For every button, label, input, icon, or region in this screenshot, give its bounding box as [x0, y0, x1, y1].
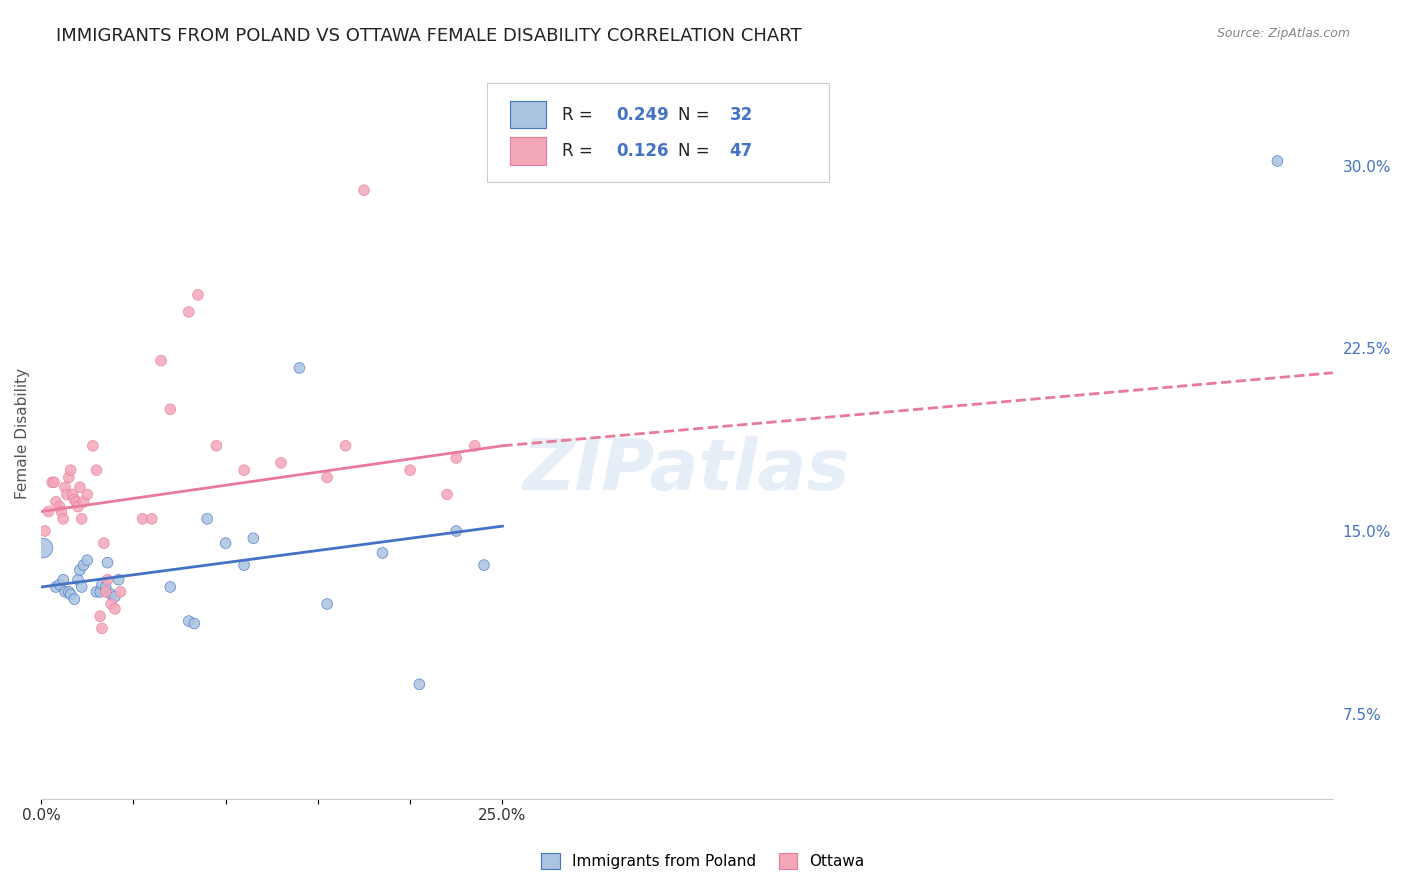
Point: [270, 456, 292, 470]
FancyBboxPatch shape: [510, 137, 546, 165]
FancyBboxPatch shape: [510, 101, 546, 128]
Point: [53, 480, 76, 494]
Text: ZIPatlas: ZIPatlas: [523, 435, 851, 505]
Point: [89, 585, 111, 599]
Point: [72, 558, 94, 572]
Point: [58, 470, 80, 484]
Point: [52, 573, 75, 587]
Point: [65, 495, 87, 509]
Point: [446, 450, 468, 465]
Point: [177, 614, 200, 628]
Point: [63, 592, 86, 607]
Point: [42, 475, 65, 490]
Point: [446, 524, 468, 538]
FancyBboxPatch shape: [486, 83, 830, 182]
Point: [353, 183, 375, 197]
Point: [82, 439, 104, 453]
Point: [195, 512, 218, 526]
Point: [91, 577, 114, 591]
Legend: Immigrants from Poland, Ottawa: Immigrants from Poland, Ottawa: [536, 847, 870, 875]
Point: [63, 492, 86, 507]
Point: [45, 495, 67, 509]
Point: [94, 580, 117, 594]
Point: [187, 288, 209, 302]
Point: [52, 512, 75, 526]
Point: [214, 536, 236, 550]
Point: [316, 597, 339, 611]
Point: [316, 470, 339, 484]
Point: [104, 590, 127, 604]
Point: [51, 504, 73, 518]
Text: 0.249: 0.249: [616, 105, 669, 123]
Point: [70, 580, 93, 594]
Point: [56, 487, 79, 501]
Point: [89, 609, 111, 624]
Point: [183, 616, 205, 631]
Point: [34, 524, 56, 538]
Point: [48, 500, 70, 514]
Point: [100, 587, 122, 601]
Point: [72, 495, 94, 509]
Point: [76, 553, 98, 567]
Point: [93, 536, 115, 550]
Point: [86, 463, 108, 477]
Point: [491, 146, 513, 161]
Point: [32, 541, 55, 555]
Point: [94, 585, 117, 599]
Point: [59, 463, 82, 477]
Text: Source: ZipAtlas.com: Source: ZipAtlas.com: [1216, 27, 1350, 40]
Point: [45, 580, 67, 594]
Point: [76, 487, 98, 501]
Point: [131, 512, 153, 526]
Point: [399, 463, 422, 477]
Text: N =: N =: [678, 105, 714, 123]
Point: [335, 439, 357, 453]
Point: [436, 487, 458, 501]
Point: [96, 573, 118, 587]
Point: [86, 585, 108, 599]
Point: [104, 602, 127, 616]
Point: [48, 577, 70, 591]
Text: R =: R =: [561, 142, 598, 160]
Point: [66, 500, 89, 514]
Point: [233, 463, 256, 477]
Text: 47: 47: [730, 142, 752, 160]
Point: [408, 677, 430, 691]
Point: [91, 621, 114, 635]
Point: [96, 556, 118, 570]
Point: [242, 531, 264, 545]
Point: [53, 585, 76, 599]
Text: 32: 32: [730, 105, 752, 123]
Point: [371, 546, 394, 560]
Point: [464, 439, 486, 453]
Point: [37, 504, 59, 518]
Point: [41, 475, 63, 490]
Point: [66, 573, 89, 587]
Point: [141, 512, 163, 526]
Point: [150, 353, 173, 368]
Point: [58, 585, 80, 599]
Y-axis label: Female Disability: Female Disability: [15, 368, 30, 500]
Point: [59, 587, 82, 601]
Point: [205, 439, 228, 453]
Point: [472, 558, 495, 572]
Point: [70, 512, 93, 526]
Point: [100, 597, 122, 611]
Point: [233, 558, 256, 572]
Point: [159, 402, 181, 417]
Point: [62, 487, 84, 501]
Point: [159, 580, 181, 594]
Point: [107, 573, 129, 587]
Point: [288, 360, 311, 375]
Text: R =: R =: [561, 105, 598, 123]
Point: [69, 563, 91, 577]
Text: 0.126: 0.126: [616, 142, 668, 160]
Text: N =: N =: [678, 142, 714, 160]
Point: [177, 305, 200, 319]
Text: IMMIGRANTS FROM POLAND VS OTTAWA FEMALE DISABILITY CORRELATION CHART: IMMIGRANTS FROM POLAND VS OTTAWA FEMALE …: [56, 27, 801, 45]
Point: [69, 480, 91, 494]
Point: [110, 585, 132, 599]
Point: [1267, 154, 1289, 169]
